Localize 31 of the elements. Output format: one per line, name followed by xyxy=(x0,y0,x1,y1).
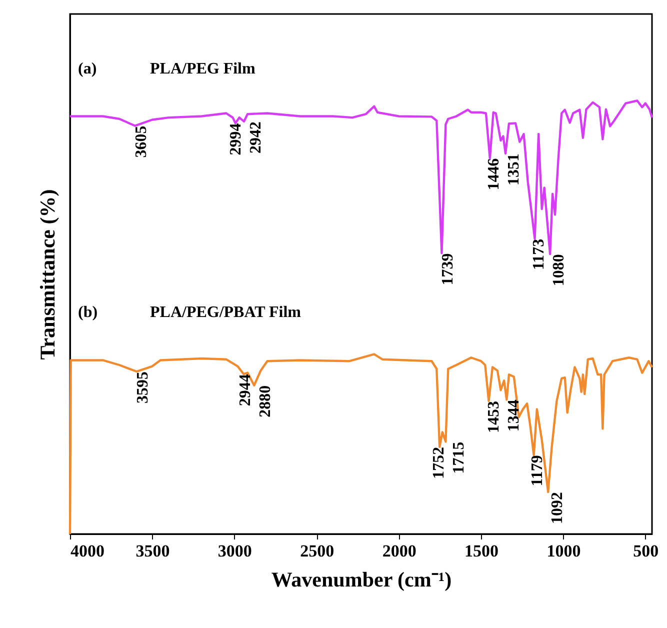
annotation: 2880 xyxy=(256,385,274,418)
annotation: 3595 xyxy=(134,372,152,404)
x-tick-label: 2000 xyxy=(382,542,416,560)
annotation: 1715 xyxy=(450,442,468,474)
annotation: 1173 xyxy=(530,238,548,270)
x-tick-label: 2500 xyxy=(300,542,334,560)
text: (a) xyxy=(78,60,97,78)
annotation: 1739 xyxy=(440,253,457,286)
annotation: 2942 xyxy=(248,121,265,154)
text: PLA/PEG Film xyxy=(150,60,256,78)
annotation: (b) xyxy=(78,304,98,322)
annotation: 2944 xyxy=(236,374,254,406)
annotation: 1453 xyxy=(486,400,503,433)
y-axis-title: Transmittance (%) xyxy=(36,189,60,360)
annotation: 1752 xyxy=(430,446,448,479)
annotation: 1080 xyxy=(550,254,568,286)
annotation: 1344 xyxy=(506,400,523,432)
annotation: 3605 xyxy=(132,126,150,158)
x-tick-label: 3000 xyxy=(218,542,252,560)
annotation: 2994 xyxy=(228,123,245,156)
x-tick-label: 1000 xyxy=(546,542,581,560)
annotation: 1092 xyxy=(548,492,566,524)
x-tick-label: 500 xyxy=(633,542,659,560)
x-tick-label: 4000 xyxy=(70,542,104,560)
annotation: 1179 xyxy=(528,455,546,486)
x-tick-label: 3500 xyxy=(136,542,170,560)
x-tick-label: 1500 xyxy=(464,542,499,560)
annotation: 1351 xyxy=(506,154,523,186)
x-axis-title: Wavenumber (cm⁻¹) xyxy=(271,568,452,592)
annotation: 1446 xyxy=(486,158,503,190)
text: PLA/PEG/PBAT Film xyxy=(150,304,302,322)
